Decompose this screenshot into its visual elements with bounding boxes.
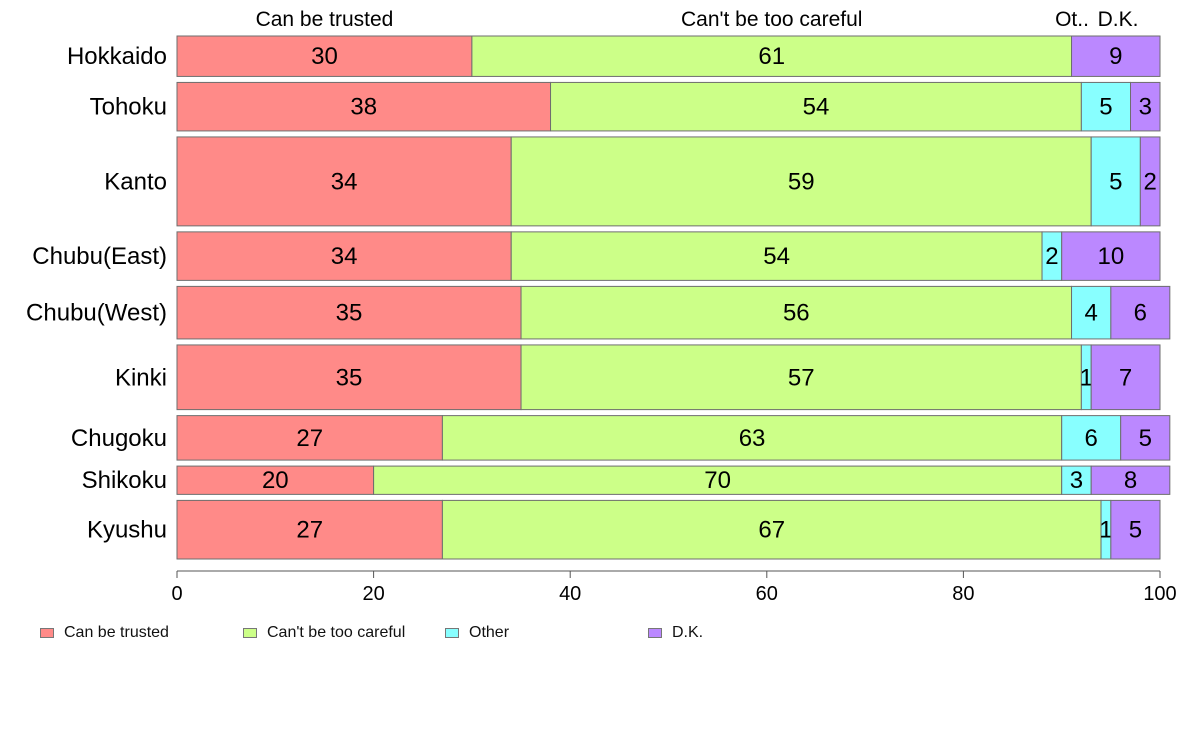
- category-label-kanto: Kanto: [104, 168, 167, 195]
- x-tick-label-60: 60: [756, 583, 778, 605]
- data-label-kyushu-other: 1: [1099, 517, 1112, 544]
- category-label-chugoku: Chugoku: [71, 425, 167, 452]
- x-tick-label-80: 80: [952, 583, 974, 605]
- bar-segment-tohoku-d-k: [1130, 81, 1161, 132]
- data-label-chugoku-other: 6: [1085, 425, 1098, 452]
- data-label-chugoku-d-k: 5: [1139, 425, 1152, 452]
- bar-segment-shikoku-other: [1061, 465, 1092, 495]
- x-tick-label-100: 100: [1143, 583, 1176, 605]
- bar-segment-kanto-d-k: [1139, 136, 1161, 227]
- data-label-kanto-can-t-be-too-careful: 59: [788, 168, 815, 195]
- data-label-chubu-west-other: 4: [1085, 300, 1098, 327]
- data-label-kyushu-d-k: 5: [1129, 517, 1142, 544]
- legend-item-other: Other: [445, 624, 509, 642]
- data-label-kanto-other: 5: [1109, 168, 1122, 195]
- x-tick-label-20: 20: [362, 583, 384, 605]
- data-label-kinki-d-k: 7: [1119, 364, 1132, 391]
- legend-swatch-dk: [648, 628, 662, 638]
- bar-segment-chubu-east-can-t-be-too-careful: [510, 231, 1043, 281]
- bar-segment-kyushu-can-be-trusted: [176, 499, 443, 560]
- data-label-tohoku-d-k: 3: [1139, 94, 1152, 121]
- data-label-tohoku-can-be-trusted: 38: [350, 94, 377, 121]
- category-label-chubu-east: Chubu(East): [32, 243, 167, 270]
- data-label-kanto-can-be-trusted: 34: [331, 168, 358, 195]
- data-label-kyushu-can-t-be-too-careful: 67: [758, 517, 785, 544]
- bar-segment-chubu-west-can-be-trusted: [176, 285, 522, 340]
- legend-label-other: Other: [469, 624, 510, 641]
- data-label-chubu-west-can-be-trusted: 35: [336, 300, 363, 327]
- bar-segment-chugoku-can-be-trusted: [176, 415, 443, 461]
- legend-label-can-be-trusted: Can be trusted: [64, 624, 169, 641]
- legend-swatch-can-be-trusted: [40, 628, 54, 638]
- bar-segment-tohoku-other: [1080, 81, 1132, 132]
- bar-segment-kyushu-d-k: [1110, 499, 1161, 560]
- column-header-can-t-be-too-careful: Can't be too careful: [681, 8, 862, 31]
- column-header-can-be-trusted: Can be trusted: [256, 8, 394, 31]
- data-label-hokkaido-d-k: 9: [1109, 43, 1122, 70]
- category-label-chubu-west: Chubu(West): [26, 300, 167, 327]
- bar-segment-kinki-d-k: [1090, 344, 1161, 411]
- data-label-kinki-can-be-trusted: 35: [336, 364, 363, 391]
- bar-segment-tohoku-can-be-trusted: [176, 81, 552, 132]
- column-header-ot: Ot..: [1055, 8, 1089, 31]
- data-label-hokkaido-can-t-be-too-careful: 61: [758, 43, 785, 70]
- data-label-chubu-east-can-be-trusted: 34: [331, 243, 358, 270]
- data-label-chubu-east-can-t-be-too-careful: 54: [763, 243, 790, 270]
- data-label-kanto-d-k: 2: [1143, 168, 1156, 195]
- data-label-kinki-other: 1: [1080, 364, 1093, 391]
- data-label-chubu-east-d-k: 10: [1097, 243, 1124, 270]
- data-label-chubu-west-can-t-be-too-careful: 56: [783, 300, 810, 327]
- legend-item-can-be-trusted: Can be trusted: [40, 624, 169, 642]
- bar-segment-shikoku-d-k: [1090, 465, 1171, 495]
- data-label-shikoku-can-be-trusted: 20: [262, 467, 289, 494]
- legend-swatch-other: [445, 628, 459, 638]
- legend-label-dk: D.K.: [672, 624, 704, 641]
- column-header-d-k: D.K.: [1098, 8, 1139, 31]
- bar-segment-chubu-west-d-k: [1110, 285, 1171, 340]
- bar-segment-hokkaido-can-t-be-too-careful: [471, 35, 1073, 77]
- bar-segment-chubu-east-d-k: [1061, 231, 1161, 281]
- bar-segment-hokkaido-d-k: [1071, 35, 1161, 77]
- data-label-hokkaido-can-be-trusted: 30: [311, 43, 338, 70]
- data-label-shikoku-d-k: 8: [1124, 467, 1137, 494]
- data-label-tohoku-other: 5: [1099, 94, 1112, 121]
- data-label-shikoku-can-t-be-too-careful: 70: [704, 467, 731, 494]
- bar-segment-chugoku-can-t-be-too-careful: [441, 415, 1063, 461]
- category-label-shikoku: Shikoku: [82, 467, 167, 494]
- category-label-hokkaido: Hokkaido: [67, 43, 167, 70]
- category-label-tohoku: Tohoku: [90, 94, 167, 121]
- chart-legend: Can be trusted Can't be too careful Othe…: [40, 624, 760, 646]
- legend-label-cant-be-too-careful: Can't be too careful: [267, 624, 406, 641]
- data-label-tohoku-can-t-be-too-careful: 54: [803, 94, 830, 121]
- bar-segment-chugoku-d-k: [1120, 415, 1171, 461]
- legend-item-dk: D.K.: [648, 624, 703, 642]
- legend-item-cant-be-too-careful: Can't be too careful: [243, 624, 405, 642]
- bar-segment-tohoku-can-t-be-too-careful: [550, 81, 1082, 132]
- bar-segment-kanto-other: [1090, 136, 1141, 227]
- data-label-shikoku-other: 3: [1070, 467, 1083, 494]
- bar-segment-shikoku-can-be-trusted: [176, 465, 375, 495]
- data-label-kyushu-can-be-trusted: 27: [296, 517, 323, 544]
- bar-segment-kinki-can-be-trusted: [176, 344, 522, 411]
- bar-segment-kanto-can-t-be-too-careful: [510, 136, 1092, 227]
- data-label-chugoku-can-t-be-too-careful: 63: [739, 425, 766, 452]
- bar-segment-chubu-west-other: [1071, 285, 1112, 340]
- data-label-chubu-east-other: 2: [1045, 243, 1058, 270]
- bar-segment-hokkaido-can-be-trusted: [176, 35, 473, 77]
- legend-swatch-cant-be-too-careful: [243, 628, 257, 638]
- data-label-chubu-west-d-k: 6: [1134, 300, 1147, 327]
- bar-segment-shikoku-can-t-be-too-careful: [373, 465, 1063, 495]
- x-tick-label-40: 40: [559, 583, 581, 605]
- bar-segment-chubu-west-can-t-be-too-careful: [520, 285, 1073, 340]
- x-tick-label-0: 0: [171, 583, 182, 605]
- data-label-kinki-can-t-be-too-careful: 57: [788, 364, 815, 391]
- category-label-kinki: Kinki: [115, 364, 167, 391]
- data-label-chugoku-can-be-trusted: 27: [296, 425, 323, 452]
- bar-segment-kanto-can-be-trusted: [176, 136, 512, 227]
- category-label-kyushu: Kyushu: [87, 517, 167, 544]
